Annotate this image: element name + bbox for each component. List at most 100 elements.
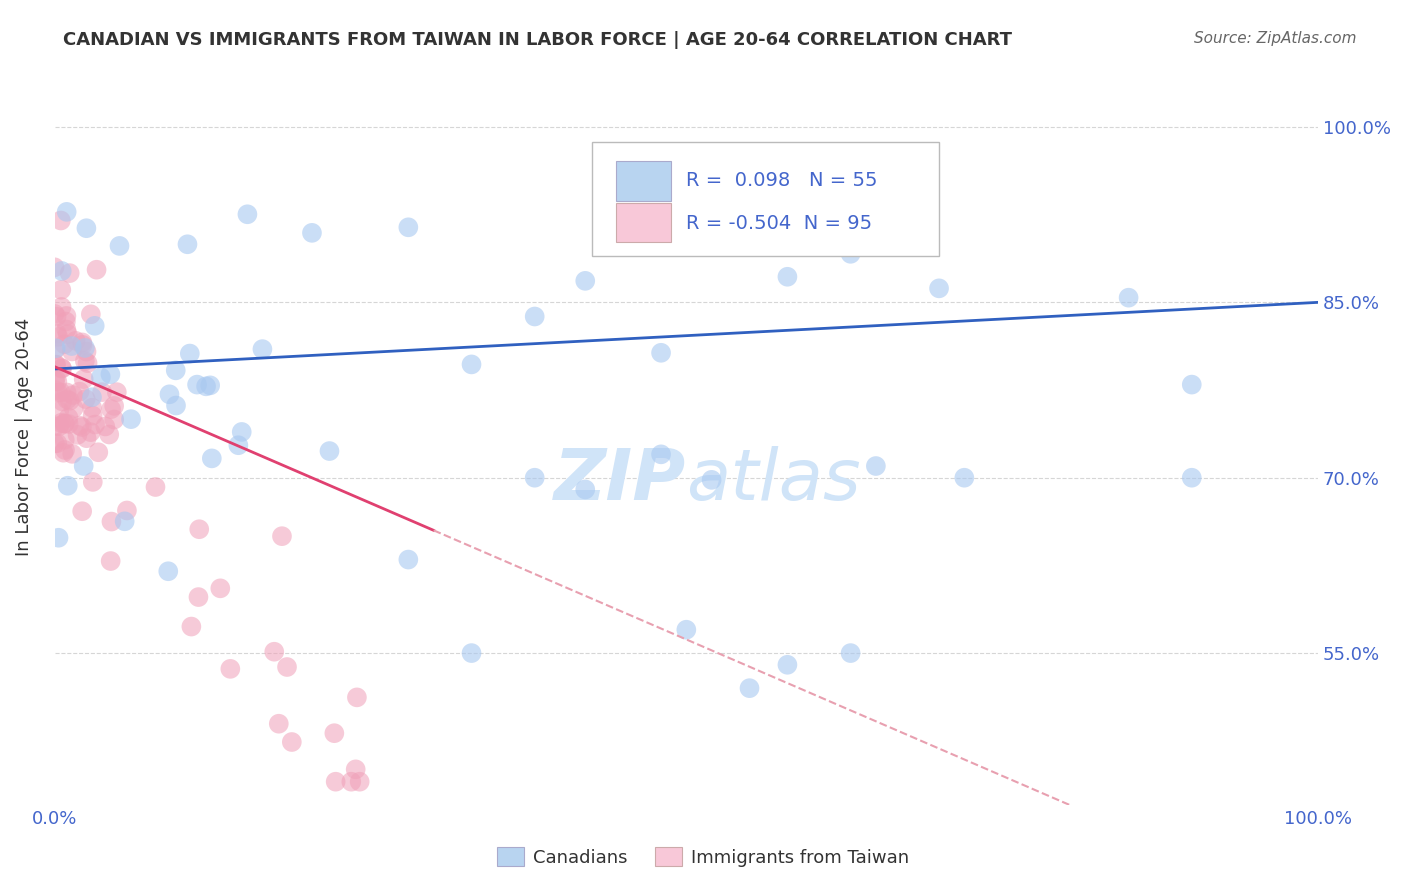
Text: CANADIAN VS IMMIGRANTS FROM TAIWAN IN LABOR FORCE | AGE 20-64 CORRELATION CHART: CANADIAN VS IMMIGRANTS FROM TAIWAN IN LA… bbox=[63, 31, 1012, 49]
Point bbox=[219, 662, 242, 676]
Point bbox=[65, 334, 87, 348]
Point bbox=[318, 444, 340, 458]
Point bbox=[73, 354, 96, 368]
Point bbox=[44, 436, 66, 450]
Point bbox=[75, 221, 97, 235]
Point bbox=[776, 657, 799, 672]
Point bbox=[51, 264, 73, 278]
Point bbox=[115, 503, 138, 517]
Point bbox=[69, 384, 91, 399]
Point bbox=[83, 318, 105, 333]
Point bbox=[186, 377, 208, 392]
Point bbox=[271, 529, 294, 543]
Point bbox=[60, 344, 83, 359]
Point bbox=[650, 345, 672, 359]
Point bbox=[82, 409, 104, 423]
Point bbox=[60, 447, 83, 461]
Point bbox=[44, 260, 66, 275]
Point bbox=[58, 417, 80, 431]
Point bbox=[231, 425, 253, 439]
Point bbox=[46, 330, 69, 344]
Point bbox=[53, 417, 76, 431]
Point bbox=[55, 309, 77, 323]
Point bbox=[55, 322, 77, 336]
Point bbox=[94, 419, 117, 434]
Text: atlas: atlas bbox=[686, 447, 860, 516]
Point bbox=[460, 358, 482, 372]
Point bbox=[323, 726, 346, 740]
Point bbox=[236, 207, 259, 221]
Point bbox=[44, 358, 66, 372]
Point bbox=[60, 339, 83, 353]
Point bbox=[301, 226, 323, 240]
Point bbox=[523, 471, 546, 485]
Point bbox=[55, 385, 77, 400]
Point bbox=[650, 447, 672, 461]
Point bbox=[325, 774, 347, 789]
Point bbox=[1118, 291, 1140, 305]
FancyBboxPatch shape bbox=[616, 161, 671, 201]
Point bbox=[263, 645, 285, 659]
Point bbox=[165, 399, 187, 413]
Point bbox=[52, 446, 75, 460]
Point bbox=[1181, 377, 1204, 392]
Point bbox=[44, 383, 66, 397]
Text: Source: ZipAtlas.com: Source: ZipAtlas.com bbox=[1194, 31, 1357, 46]
Point bbox=[44, 419, 66, 434]
Point bbox=[44, 374, 66, 388]
Point bbox=[252, 342, 274, 356]
Point bbox=[49, 416, 72, 430]
Point bbox=[157, 564, 180, 578]
Point bbox=[45, 326, 67, 341]
Point bbox=[84, 417, 107, 432]
Point bbox=[56, 479, 79, 493]
Point bbox=[46, 436, 69, 450]
Point bbox=[53, 417, 76, 431]
Point bbox=[66, 427, 89, 442]
Point bbox=[59, 266, 82, 280]
Point bbox=[48, 419, 70, 434]
Point bbox=[51, 361, 73, 376]
Point bbox=[51, 300, 73, 314]
Point bbox=[73, 458, 96, 473]
Point bbox=[179, 346, 201, 360]
Point bbox=[865, 458, 887, 473]
Point bbox=[228, 438, 250, 452]
Point bbox=[59, 393, 82, 408]
Point bbox=[267, 716, 290, 731]
Point bbox=[45, 358, 67, 372]
Point bbox=[344, 762, 367, 776]
Point bbox=[114, 514, 136, 528]
Point bbox=[82, 401, 104, 415]
Point bbox=[48, 531, 70, 545]
Point bbox=[396, 552, 419, 566]
Point bbox=[349, 774, 371, 789]
Point bbox=[51, 283, 73, 297]
Point bbox=[53, 337, 76, 351]
Point bbox=[180, 619, 202, 633]
Point bbox=[51, 394, 73, 409]
Point bbox=[100, 515, 122, 529]
Point bbox=[346, 690, 368, 705]
Legend: Canadians, Immigrants from Taiwan: Canadians, Immigrants from Taiwan bbox=[489, 840, 917, 874]
Point bbox=[46, 385, 69, 400]
Point bbox=[76, 344, 98, 359]
Point bbox=[44, 343, 66, 357]
Point bbox=[340, 774, 363, 789]
Point bbox=[56, 327, 79, 342]
Point bbox=[76, 356, 98, 370]
Point bbox=[159, 387, 181, 401]
Point bbox=[100, 368, 122, 382]
Point bbox=[176, 237, 198, 252]
FancyBboxPatch shape bbox=[616, 202, 671, 243]
Point bbox=[700, 473, 723, 487]
Point bbox=[574, 274, 596, 288]
Point bbox=[51, 361, 73, 376]
Point bbox=[187, 590, 209, 604]
Point bbox=[45, 371, 67, 385]
Point bbox=[69, 418, 91, 433]
Point bbox=[839, 646, 862, 660]
FancyBboxPatch shape bbox=[592, 142, 939, 256]
Point bbox=[201, 451, 224, 466]
Point bbox=[70, 504, 93, 518]
